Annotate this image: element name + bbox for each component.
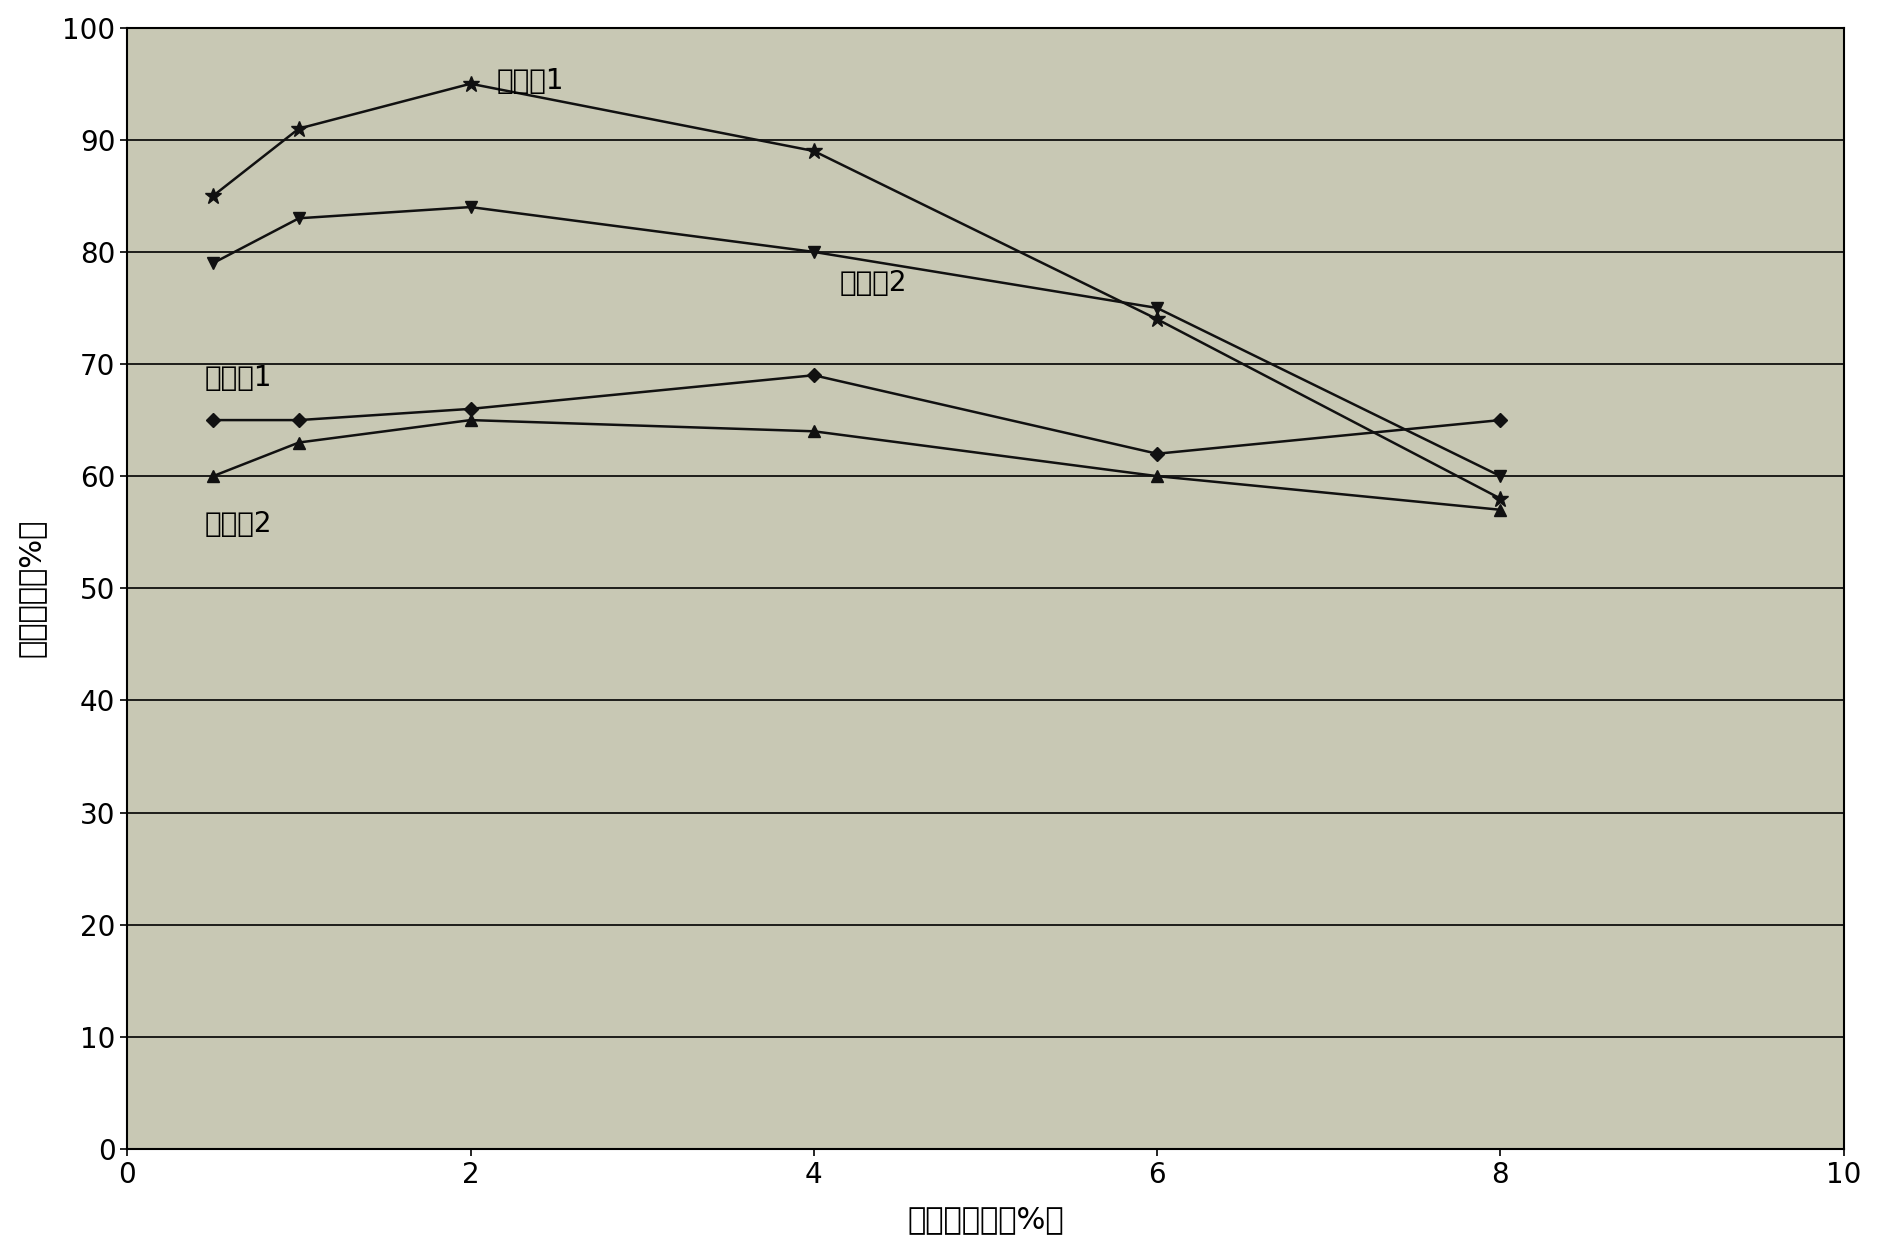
Y-axis label: 容量保留（%）: 容量保留（%） (17, 519, 45, 658)
Text: 比较例2: 比较例2 (205, 510, 272, 538)
Text: 实施例2: 实施例2 (839, 269, 907, 298)
X-axis label: 添加物浓度（%）: 添加物浓度（%） (907, 1205, 1063, 1235)
Text: 实施例1: 实施例1 (496, 68, 563, 95)
Text: 比较例1: 比较例1 (205, 364, 272, 393)
